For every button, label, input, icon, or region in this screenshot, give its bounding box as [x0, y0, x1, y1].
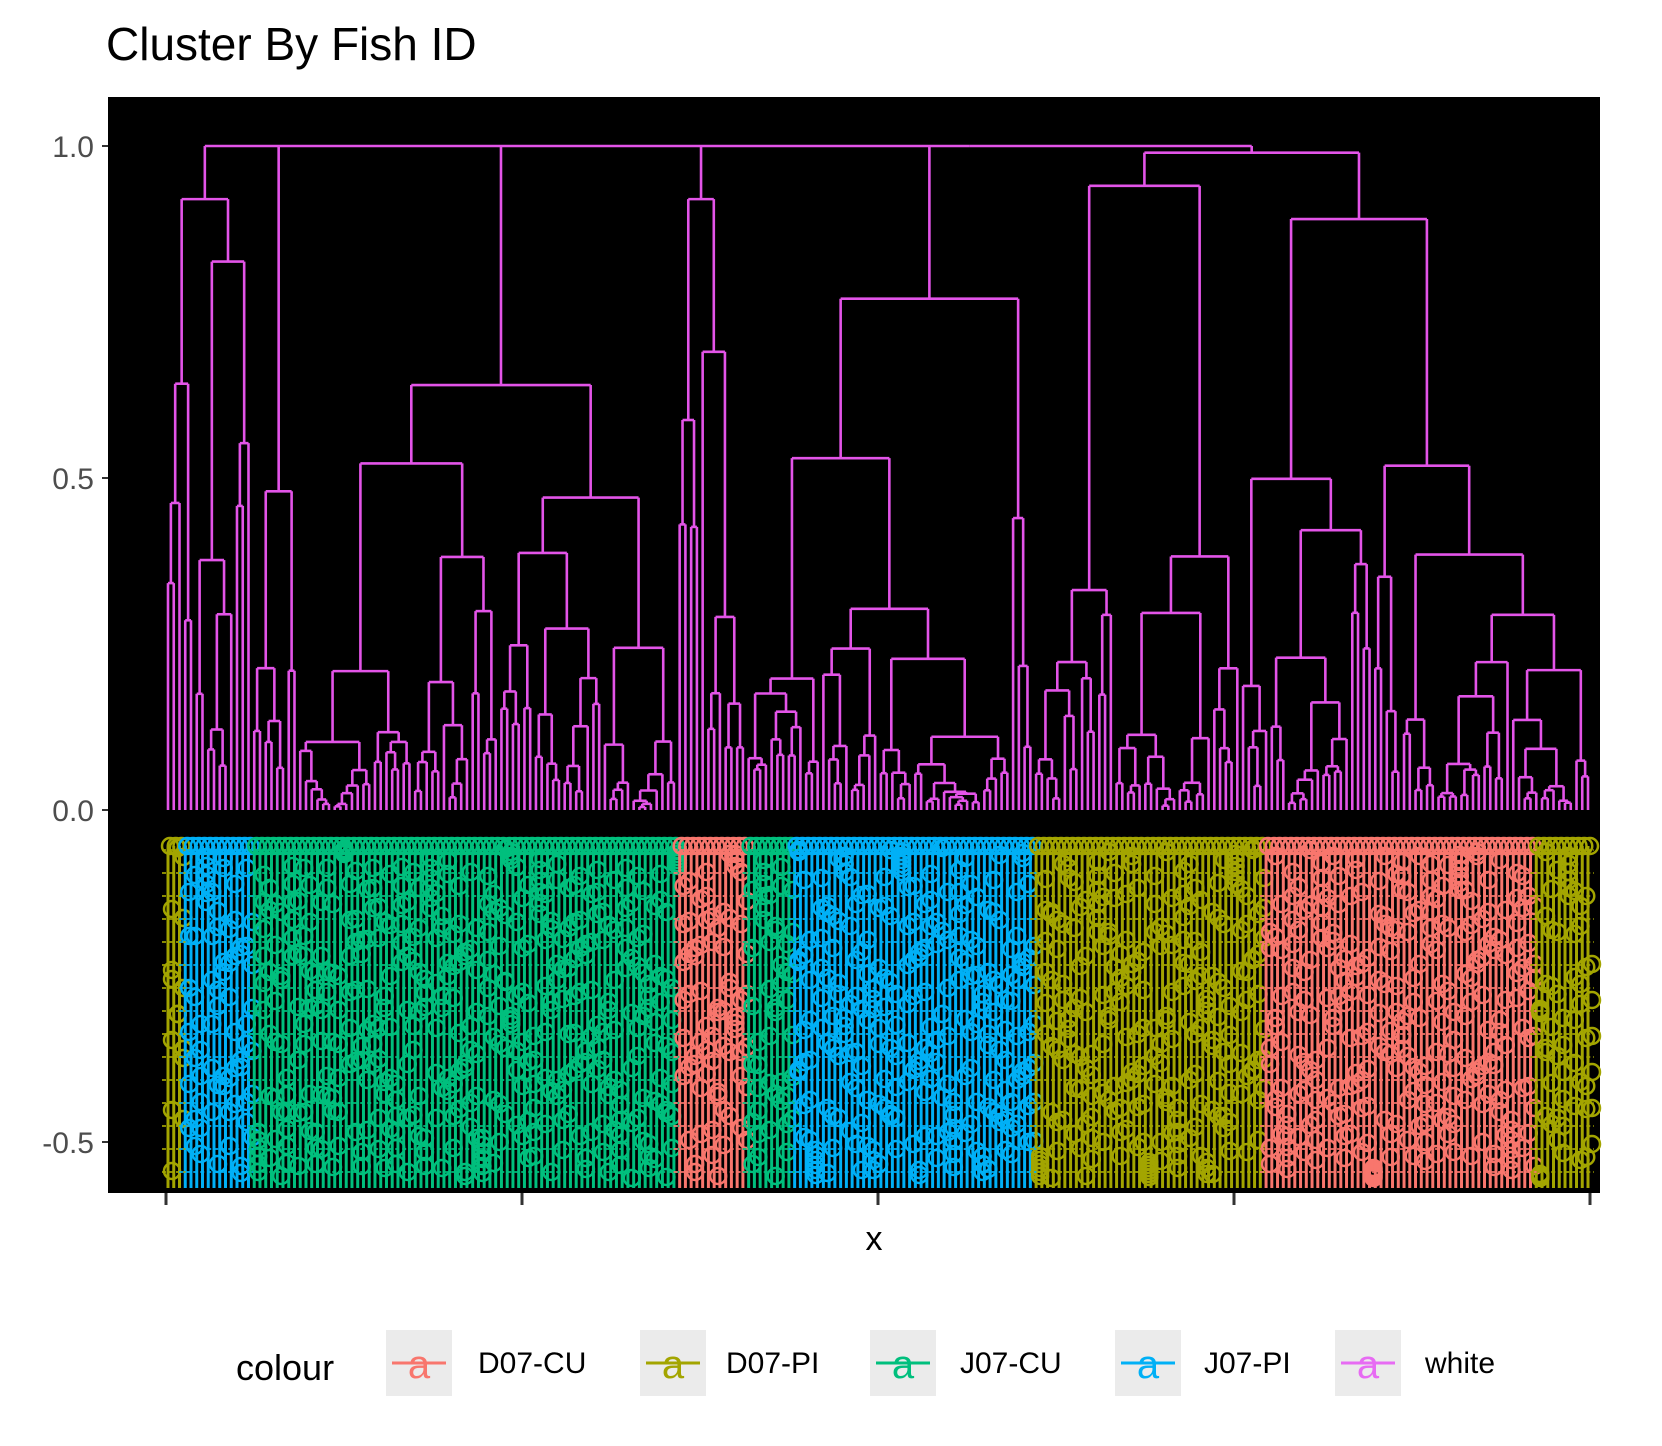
- leaf-label-glyph: [1582, 1134, 1602, 1154]
- legend-key-glyph: a: [1357, 1343, 1380, 1387]
- leaf-label-glyph: [1582, 1062, 1602, 1082]
- legend-key-glyph: a: [408, 1343, 431, 1387]
- leaf-label: [1161, 836, 1182, 1188]
- legend-key-glyph: a: [1137, 1343, 1160, 1387]
- leaf-label: [574, 836, 596, 1188]
- leaf-label-glyph: [1582, 1026, 1602, 1046]
- leaf-label: [936, 836, 958, 1188]
- legend-item: a D07-CU: [386, 1330, 586, 1396]
- leaf-label: [1575, 836, 1596, 1188]
- legend-title: colour: [236, 1347, 334, 1388]
- leaf-label-glyph: [1580, 836, 1600, 856]
- leaf-label: [1540, 836, 1562, 1188]
- leaf-label-glyph: [1577, 886, 1596, 906]
- leaf-label-glyph: [1582, 1098, 1602, 1118]
- legend-label: D07-CU: [478, 1347, 586, 1380]
- leaf-label: [1304, 836, 1326, 1188]
- legend: colour a D07-CU a D07-PI a J07-CU a J07-PI a white: [236, 1330, 1495, 1396]
- x-axis: [164, 1193, 1592, 1205]
- leaf-label: [1362, 836, 1383, 1188]
- leaf-labels: [160, 836, 1602, 1188]
- legend-label: white: [1424, 1347, 1495, 1380]
- legend-item: a D07-PI: [640, 1330, 819, 1396]
- y-tick-label: -0.5: [42, 1127, 94, 1160]
- leaf-label: [528, 836, 550, 1188]
- leaf-label-glyph: [1582, 990, 1602, 1010]
- leaf-label: [1580, 836, 1602, 1188]
- leaf-label: [430, 836, 452, 1188]
- y-tick-label: 0.0: [52, 795, 94, 828]
- legend-key-glyph: a: [892, 1343, 915, 1387]
- leaf-label: [1178, 836, 1199, 1188]
- legend-label: J07-PI: [1204, 1347, 1291, 1380]
- legend-item: a J07-PI: [1115, 1330, 1291, 1396]
- legend-key-glyph: a: [662, 1343, 685, 1387]
- leaf-label: [471, 836, 492, 1188]
- legend-label: J07-CU: [960, 1347, 1062, 1380]
- leaf-label: [425, 836, 446, 1188]
- legend-item: a J07-CU: [870, 1330, 1062, 1396]
- dendrogram: [166, 144, 1590, 810]
- leaf-label-glyph: [1582, 954, 1602, 974]
- leaf-label-glyph: [1575, 836, 1594, 856]
- y-tick-label: 1.0: [52, 131, 94, 164]
- legend-label: D07-PI: [726, 1347, 819, 1380]
- legend-item: a white: [1335, 1330, 1495, 1396]
- x-axis-label: x: [866, 1220, 883, 1258]
- leaf-label: [919, 836, 941, 1188]
- y-axis: -0.5 0.0 0.5 1.0: [42, 131, 108, 1160]
- leaf-label: [465, 836, 486, 1188]
- chart-title: Cluster By Fish ID: [106, 18, 477, 70]
- leaf-label: [402, 836, 423, 1188]
- y-tick-label: 0.5: [52, 463, 94, 496]
